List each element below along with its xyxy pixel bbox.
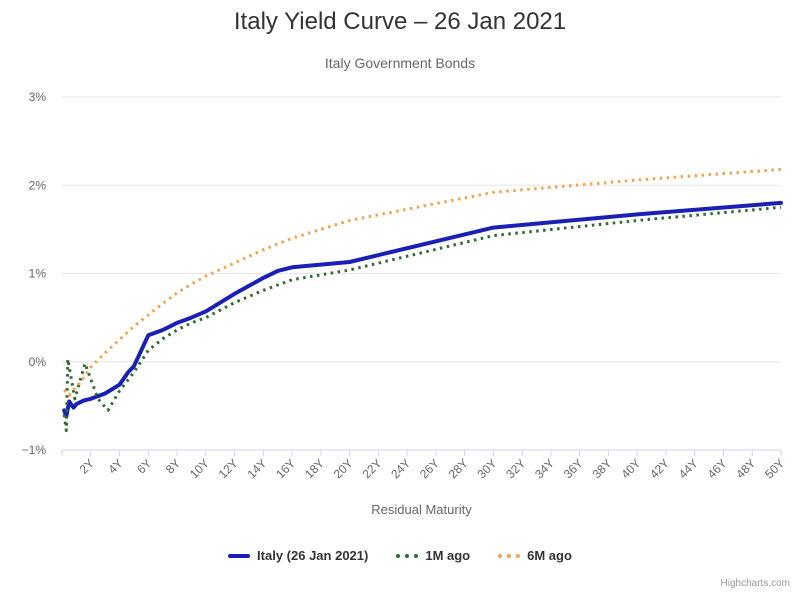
svg-text:46Y: 46Y [705, 456, 730, 481]
6m-ago-series-marker [498, 553, 521, 558]
svg-text:6Y: 6Y [134, 456, 154, 476]
legend-item-6m-ago[interactable]: 6M ago [498, 548, 572, 563]
svg-text:0%: 0% [29, 355, 47, 369]
svg-text:18Y: 18Y [302, 456, 327, 481]
svg-text:50Y: 50Y [762, 456, 787, 481]
svg-text:12Y: 12Y [216, 456, 241, 481]
svg-text:4Y: 4Y [105, 456, 125, 476]
svg-text:34Y: 34Y [532, 456, 557, 481]
svg-text:48Y: 48Y [733, 456, 758, 481]
plot-area: −1% 0% 1% 2% 3% 2Y 4Y 6Y 8Y 10Y 12Y 14Y 16Y 18Y 20Y 22Y… [22, 90, 787, 481]
svg-text:20Y: 20Y [331, 456, 356, 481]
legend-label-italy: Italy (26 Jan 2021) [257, 548, 369, 563]
chart-title: Italy Yield Curve – 26 Jan 2021 [233, 8, 567, 35]
svg-text:38Y: 38Y [590, 456, 615, 481]
svg-text:22Y: 22Y [359, 456, 384, 481]
svg-text:36Y: 36Y [561, 456, 586, 481]
svg-text:−1%: −1% [22, 443, 47, 457]
highcharts-credits[interactable]: Highcharts.com [720, 578, 790, 589]
legend-item-italy[interactable]: Italy (26 Jan 2021) [228, 548, 368, 563]
legend: Italy (26 Jan 2021) 1M ago 6M ago [0, 548, 800, 563]
1m-ago-series-marker [396, 553, 419, 558]
legend-item-1m-ago[interactable]: 1M ago [396, 548, 470, 563]
svg-text:16Y: 16Y [273, 456, 298, 481]
svg-text:24Y: 24Y [388, 456, 413, 481]
svg-text:8Y: 8Y [163, 456, 183, 476]
svg-text:40Y: 40Y [618, 456, 643, 481]
svg-text:30Y: 30Y [475, 456, 500, 481]
svg-text:14Y: 14Y [244, 456, 269, 481]
legend-label-6m-ago: 6M ago [527, 548, 572, 563]
legend-label-1m-ago: 1M ago [425, 548, 471, 563]
svg-text:2Y: 2Y [77, 456, 97, 476]
svg-text:32Y: 32Y [503, 456, 528, 481]
svg-text:10Y: 10Y [187, 456, 212, 481]
svg-text:44Y: 44Y [676, 456, 701, 481]
italy-series-marker [228, 553, 251, 558]
svg-text:2%: 2% [29, 178, 47, 192]
svg-text:42Y: 42Y [647, 456, 672, 481]
svg-text:26Y: 26Y [417, 456, 442, 481]
svg-text:3%: 3% [29, 90, 47, 104]
svg-text:1%: 1% [29, 267, 47, 281]
x-axis-title: Residual Maturity [371, 502, 472, 517]
svg-text:28Y: 28Y [446, 456, 471, 481]
chart-subtitle: Italy Government Bonds [324, 55, 476, 71]
